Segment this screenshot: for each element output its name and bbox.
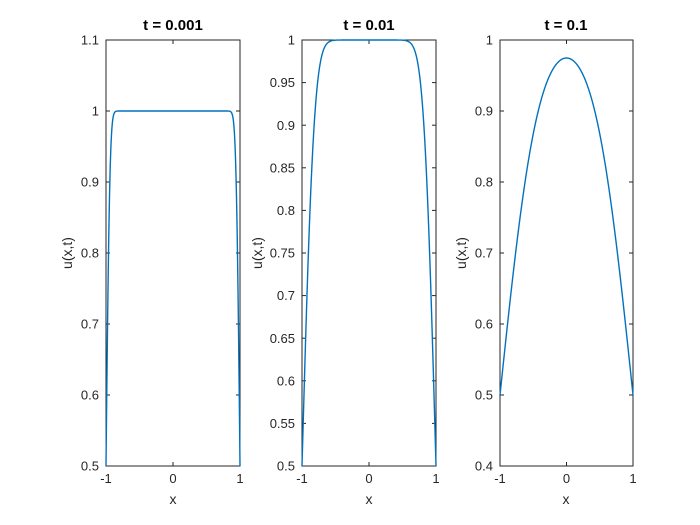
y-tick-label: 0.75 (270, 246, 295, 261)
y-tick-label: 0.9 (81, 175, 99, 190)
y-tick-label: 0.95 (270, 75, 295, 90)
x-tick-label: 1 (432, 471, 439, 486)
y-tick-label: 0.8 (277, 203, 295, 218)
y-tick-label: 1 (92, 104, 99, 119)
x-tick-label: 0 (365, 471, 372, 486)
x-tick-label: 0 (169, 471, 176, 486)
y-tick-label: 0.55 (270, 416, 295, 431)
y-tick-label: 1.1 (81, 33, 99, 48)
y-tick-label: 0.6 (81, 388, 99, 403)
x-tick-label: -1 (494, 471, 506, 486)
subplot-3-ylabel: u(x,t) (453, 237, 469, 269)
solution-curve (301, 39, 437, 467)
y-tick-label: 0.6 (277, 373, 295, 388)
y-tick-label: 0.9 (475, 104, 493, 119)
y-tick-label: 0.7 (475, 246, 493, 261)
y-tick-label: 0.8 (475, 175, 493, 190)
y-tick-label: 0.5 (277, 459, 295, 474)
x-tick-label: -1 (100, 471, 112, 486)
y-tick-label: 0.4 (475, 459, 493, 474)
y-tick-label: 0.65 (270, 331, 295, 346)
y-tick-label: 0.8 (81, 246, 99, 261)
y-tick-label: 0.7 (81, 317, 99, 332)
subplot-1-xlabel: x (169, 491, 177, 507)
solution-curve (105, 110, 241, 467)
axes-box (301, 39, 437, 467)
subplot-3-title: t = 0.1 (544, 17, 588, 34)
y-tick-label: 0.6 (475, 317, 493, 332)
axes-box (499, 39, 634, 467)
subplot-1-ylabel: u(x,t) (59, 237, 75, 269)
solution-curve (499, 57, 634, 396)
y-tick-label: 1 (486, 33, 493, 48)
axes-box (105, 39, 241, 467)
subplot-3-xlabel: x (562, 491, 570, 507)
subplot-1-title: t = 0.001 (143, 17, 203, 34)
y-tick-label: 0.9 (277, 118, 295, 133)
subplot-2-ylabel: u(x,t) (249, 237, 265, 269)
subplot-2-title: t = 0.01 (343, 17, 395, 34)
x-tick-label: 1 (236, 471, 243, 486)
x-tick-label: 1 (629, 471, 636, 486)
y-tick-label: 0.5 (475, 388, 493, 403)
y-tick-label: 1 (288, 33, 295, 48)
y-tick-label: 0.85 (270, 160, 295, 175)
subplot-2-xlabel: x (365, 491, 373, 507)
y-tick-label: 0.7 (277, 288, 295, 303)
y-tick-label: 0.5 (81, 459, 99, 474)
x-tick-label: 0 (563, 471, 570, 486)
x-tick-label: -1 (296, 471, 308, 486)
